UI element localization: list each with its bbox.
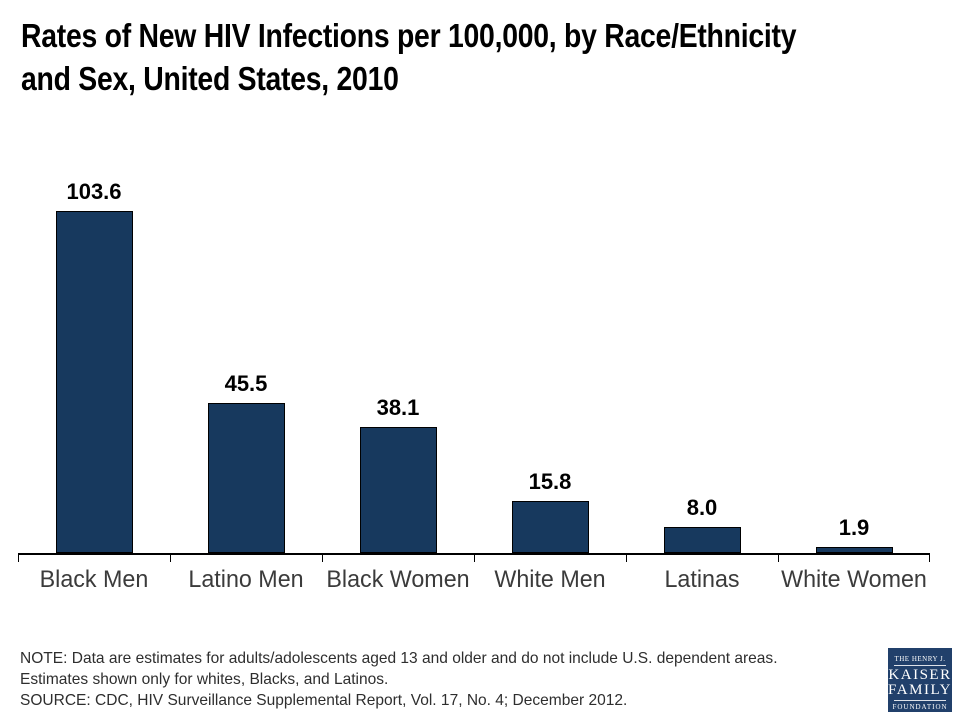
source-text: SOURCE: CDC, HIV Surveillance Supplement… <box>20 692 628 709</box>
logo-line-henry-j: THE HENRY J. <box>894 655 946 663</box>
plot-area: 103.6 45.5 38.1 15.8 8.0 1.9 <box>18 179 930 562</box>
x-axis-tick <box>322 553 323 562</box>
chart-title-line-1: Rates of New HIV Infections per 100,000,… <box>21 17 797 54</box>
x-axis-tick <box>474 553 475 562</box>
kaiser-family-foundation-logo: THE HENRY J. KAISER FAMILY FOUNDATION <box>888 648 952 712</box>
bar-value-label-latino-men: 45.5 <box>224 371 268 396</box>
bar-value-label-latinas: 8.0 <box>686 495 718 520</box>
x-axis-tick <box>170 553 171 562</box>
note-text: NOTE: Data are estimates for adults/adol… <box>20 650 778 688</box>
logo-line-kaiser: KAISER <box>888 667 952 683</box>
x-axis-tick <box>778 553 779 562</box>
x-axis-labels: Black Men Latino Men Black Women White Men L… <box>18 565 930 597</box>
bar-black-women <box>359 427 437 553</box>
x-axis-tick <box>626 553 627 562</box>
bar-value-label-black-women: 38.1 <box>376 395 420 420</box>
bar-value-label-black-men: 103.6 <box>66 179 122 204</box>
logo-divider-bottom <box>894 700 946 701</box>
category-label-black-men: Black Men <box>39 566 149 593</box>
category-label-black-women: Black Women <box>326 566 470 593</box>
footnote: NOTE: Data are estimates for adults/adol… <box>20 648 835 711</box>
bar-latino-men <box>207 403 285 553</box>
bar-black-men <box>55 211 133 553</box>
x-axis-tick <box>929 553 930 562</box>
category-label-latinas: Latinas <box>664 566 740 593</box>
chart-title: Rates of New HIV Infections per 100,000,… <box>21 14 960 100</box>
category-label-latino-men: Latino Men <box>188 566 304 593</box>
bar-value-label-white-men: 15.8 <box>528 469 572 494</box>
bar-white-men <box>511 501 589 553</box>
category-label-white-men: White Men <box>494 566 606 593</box>
bar-value-label-white-women: 1.9 <box>838 515 870 540</box>
bar-white-women <box>815 547 893 553</box>
bar-latinas <box>663 527 741 553</box>
logo-line-foundation: FOUNDATION <box>892 703 948 711</box>
category-label-white-women: White Women <box>781 566 927 593</box>
x-axis-tick <box>18 553 19 562</box>
logo-line-family: FAMILY <box>888 682 952 698</box>
chart-title-line-2: and Sex, United States, 2010 <box>21 60 399 97</box>
logo-divider-top <box>894 665 946 666</box>
